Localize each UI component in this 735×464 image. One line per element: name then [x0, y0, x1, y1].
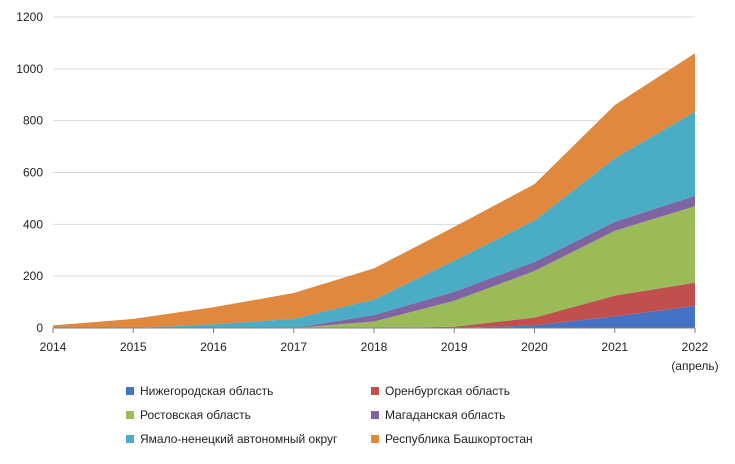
legend-swatch	[126, 387, 134, 395]
y-tick-label: 1000	[16, 62, 43, 76]
y-tick-label: 600	[23, 166, 43, 180]
legend-swatch	[371, 435, 379, 443]
area-series-1	[53, 305, 695, 328]
legend-item: Магаданская область	[371, 408, 505, 422]
x-tick-label: 2016	[200, 340, 227, 354]
legend-item: Нижегородская область	[126, 384, 273, 398]
legend-item: Оренбургская область	[371, 384, 510, 398]
legend-label: Ямало-ненецкий автономный округ	[140, 432, 338, 446]
x-tick-label: 2017	[280, 340, 307, 354]
legend-item: Ростовская область	[126, 408, 251, 422]
y-tick-label: 800	[23, 114, 43, 128]
legend-swatch	[371, 387, 379, 395]
x-tick-label: 2018	[361, 340, 388, 354]
area-series-6	[53, 53, 695, 329]
legend-label: Нижегородская область	[140, 384, 274, 398]
legend-swatch	[126, 435, 134, 443]
y-tick-label: 1200	[16, 10, 43, 24]
legend-label: Республика Башкортостан	[385, 432, 533, 446]
legend-item: Ямало-ненецкий автономный округ	[126, 432, 337, 446]
legend-label: Оренбургская область	[385, 384, 511, 398]
legend-label: Магаданская область	[385, 408, 506, 422]
area-series-5	[53, 111, 695, 329]
area-series-layer	[53, 53, 695, 329]
legend-label: Ростовская область	[140, 408, 251, 422]
legend-item: Республика Башкортостан	[371, 432, 533, 446]
x-tick-label: 2014	[40, 340, 67, 354]
x-tick-label: 2015	[120, 340, 147, 354]
y-tick-label: 400	[23, 217, 43, 231]
axes: 0 200 400 600 800 1000 1200 2014 2015 2016 2017 201…	[16, 10, 718, 373]
area-series-3	[53, 206, 695, 328]
y-tick-label: 0	[36, 321, 43, 335]
x-tick-label: 2021	[601, 340, 628, 354]
x-tick-label: 2019	[441, 340, 468, 354]
x-tick-label: 2022	[682, 340, 709, 354]
legend-swatch	[371, 411, 379, 419]
y-tick-label: 200	[23, 269, 43, 283]
x-tick-label: 2020	[521, 340, 548, 354]
x-tick-sublabel: (апрель)	[671, 359, 718, 373]
legend-swatch	[126, 411, 134, 419]
